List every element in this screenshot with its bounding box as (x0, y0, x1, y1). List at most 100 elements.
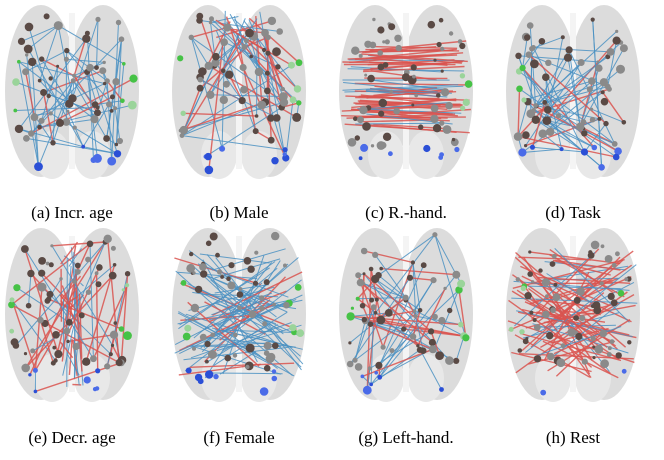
node (52, 331, 60, 339)
node (295, 284, 302, 291)
node (184, 325, 191, 332)
node (435, 351, 444, 360)
node (104, 363, 110, 369)
node (375, 272, 382, 279)
node (280, 98, 288, 106)
node (244, 38, 249, 43)
node (385, 309, 393, 317)
panel-caption: (f) Female (203, 428, 274, 447)
node (213, 374, 218, 379)
node (592, 145, 598, 151)
node (259, 306, 264, 311)
node (197, 85, 204, 92)
node (516, 277, 520, 281)
node (520, 65, 526, 71)
node (591, 336, 596, 341)
node (181, 111, 186, 116)
node (95, 271, 99, 275)
node (262, 321, 267, 326)
node (272, 369, 276, 373)
node (564, 54, 572, 62)
node (547, 353, 555, 361)
node (54, 21, 63, 30)
node (86, 64, 94, 72)
node (220, 96, 228, 104)
node (377, 316, 386, 325)
node (509, 327, 514, 332)
panel-caption: (d) Task (545, 203, 601, 222)
node (177, 55, 183, 61)
node (296, 100, 301, 105)
brain-panel (5, 228, 139, 402)
node (545, 60, 551, 66)
node (189, 252, 193, 256)
node (575, 333, 582, 340)
node (372, 252, 378, 258)
node (526, 51, 533, 58)
node (264, 279, 270, 285)
node (348, 138, 357, 147)
node (377, 375, 382, 380)
node (414, 314, 418, 318)
node (377, 50, 383, 56)
node (220, 275, 224, 279)
node (539, 38, 546, 45)
node (202, 335, 206, 339)
node (605, 84, 611, 90)
node (38, 270, 45, 277)
node (557, 358, 566, 367)
node (439, 18, 444, 23)
node (596, 60, 599, 63)
node (115, 143, 118, 146)
node (445, 356, 454, 365)
node (514, 132, 523, 141)
node (116, 20, 121, 25)
node (51, 361, 56, 366)
node (347, 361, 354, 368)
node (379, 99, 388, 108)
node (28, 130, 34, 136)
node (579, 315, 585, 321)
node (413, 310, 416, 313)
node (64, 48, 69, 53)
node (246, 344, 255, 353)
node (112, 78, 119, 85)
node (556, 113, 561, 118)
node (518, 148, 526, 156)
panel-caption: (b) Male (209, 203, 268, 222)
node (18, 38, 25, 45)
node (82, 358, 90, 366)
node (348, 341, 351, 344)
node (561, 35, 565, 39)
node (34, 390, 38, 394)
node (119, 326, 125, 332)
node (49, 76, 53, 80)
node (73, 126, 77, 130)
node (64, 328, 71, 335)
node (253, 281, 258, 286)
node (356, 297, 360, 301)
node (627, 340, 631, 344)
node (111, 246, 116, 251)
node (592, 346, 595, 349)
node (618, 290, 625, 297)
node (206, 91, 214, 99)
node (567, 328, 576, 337)
node (385, 39, 390, 44)
node (382, 40, 385, 43)
node (186, 368, 192, 374)
node (276, 28, 283, 35)
node (85, 257, 91, 263)
node (576, 287, 584, 295)
node (292, 113, 301, 122)
node (601, 98, 609, 106)
node (39, 56, 44, 61)
node (362, 317, 367, 322)
node (542, 73, 550, 81)
node (8, 301, 15, 308)
node (96, 281, 102, 287)
node (546, 332, 553, 339)
node (128, 101, 137, 110)
node (68, 94, 76, 102)
node (351, 307, 354, 310)
